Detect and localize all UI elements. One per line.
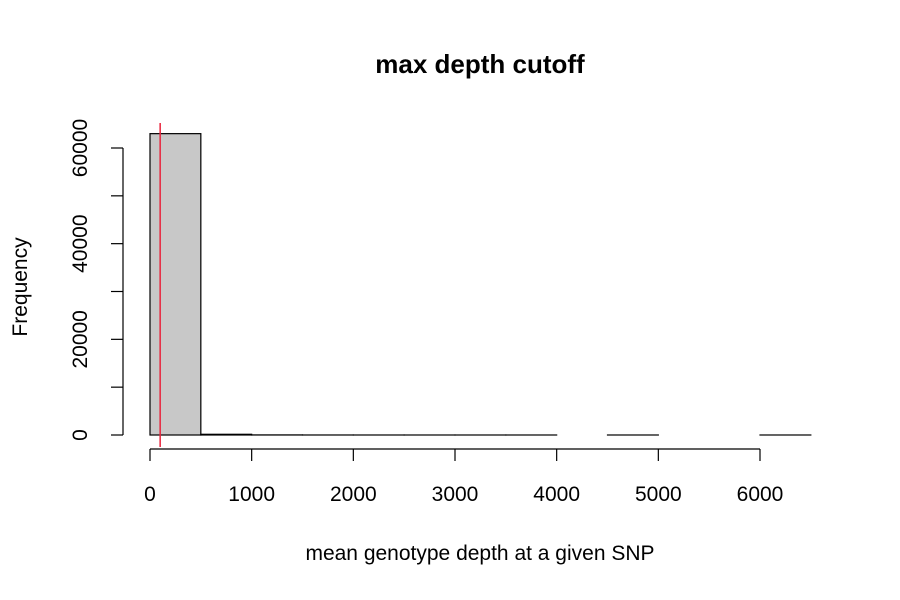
y-axis-label: Frequency [9,237,32,337]
y-tick-label: 20000 [69,310,92,368]
x-axis: 0 1000 2000 3000 4000 5000 6000 [144,448,784,506]
y-tick-label: 0 [69,429,92,441]
histogram-bar [149,133,202,436]
y-tick-label: 40000 [69,214,92,272]
y-tick-label: 60000 [69,119,92,177]
histogram-bar [200,433,253,436]
x-axis-label: mean genotype depth at a given SNP [305,542,654,565]
x-tick-label: 6000 [737,483,784,506]
x-tick-label: 3000 [432,483,479,506]
x-tick-label: 2000 [330,483,377,506]
x-tick-label: 5000 [635,483,682,506]
x-tick-label: 1000 [228,483,275,506]
x-tick-label: 0 [144,483,156,506]
histogram-bars [149,133,812,436]
x-tick-label: 4000 [533,483,580,506]
y-axis: 0 20000 40000 60000 [69,119,124,441]
chart-title: max depth cutoff [375,49,585,79]
